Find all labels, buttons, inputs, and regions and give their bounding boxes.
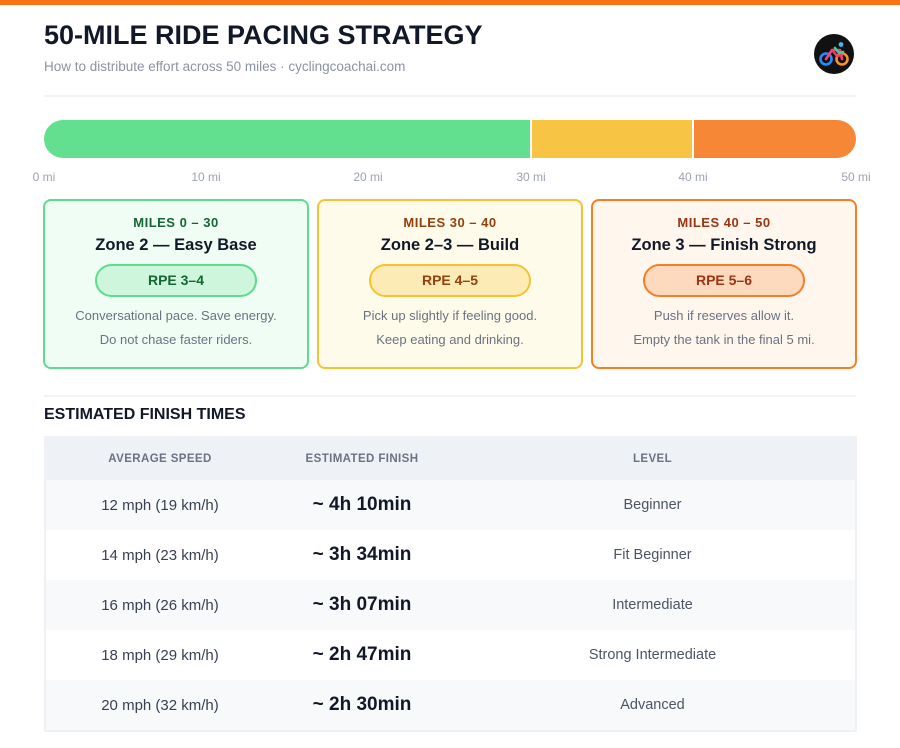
level-cell: Fit Beginner xyxy=(613,547,692,563)
speed-cell: 20 mph (32 km/h) xyxy=(101,696,219,714)
column-header-finish: ESTIMATED FINISH xyxy=(305,453,419,465)
finish-cell: ~ 4h 10min xyxy=(312,494,412,515)
table-row: 14 mph (23 km/h) ~ 3h 34min Fit Beginner xyxy=(46,530,855,580)
zone-note: Conversational pace. Save energy. xyxy=(75,308,277,323)
finish-cell: ~ 3h 07min xyxy=(312,594,412,615)
rpe-badge: RPE 5–6 xyxy=(643,264,805,297)
column-header-level: LEVEL xyxy=(632,453,673,465)
finish-cell: ~ 2h 30min xyxy=(312,694,412,715)
page-subtitle: How to distribute effort across 50 miles… xyxy=(44,59,406,74)
table-row: 20 mph (32 km/h) ~ 2h 30min Advanced xyxy=(46,680,855,730)
finish-cell: ~ 2h 47min xyxy=(312,644,412,665)
speed-cell: 14 mph (23 km/h) xyxy=(101,546,219,564)
zone-card-build: MILES 30 – 40 Zone 2–3 — Build RPE 4–5 P… xyxy=(317,199,583,369)
section-divider xyxy=(44,395,856,397)
finish-times-table: AVERAGE SPEED ESTIMATED FINISH LEVEL 12 … xyxy=(44,436,857,732)
segment-build xyxy=(530,120,692,158)
level-cell: Strong Intermediate xyxy=(588,647,717,663)
zone-note: Keep eating and drinking. xyxy=(376,332,524,347)
segment-finish-strong xyxy=(692,120,856,158)
zone-note: Pick up slightly if feeling good. xyxy=(362,308,538,323)
zone-card-easy-base: MILES 0 – 30 Zone 2 — Easy Base RPE 3–4 … xyxy=(43,199,309,369)
level-cell: Advanced xyxy=(620,697,685,713)
zone-card-finish-strong: MILES 40 – 50 Zone 3 — Finish Strong RPE… xyxy=(591,199,857,369)
level-cell: Intermediate xyxy=(612,597,693,613)
table-row: 18 mph (29 km/h) ~ 2h 47min Strong Inter… xyxy=(46,630,855,680)
rpe-badge: RPE 3–4 xyxy=(95,264,257,297)
zone-title: Zone 2–3 — Build xyxy=(380,236,520,254)
top-accent-bar xyxy=(0,0,900,5)
cyclist-icon xyxy=(814,34,854,74)
column-header-speed: AVERAGE SPEED xyxy=(108,453,212,465)
zone-range: MILES 0 – 30 xyxy=(133,215,219,230)
distance-bar xyxy=(44,120,856,158)
zone-title: Zone 2 — Easy Base xyxy=(95,236,257,254)
zone-note: Push if reserves allow it. xyxy=(653,308,795,323)
table-row: 16 mph (26 km/h) ~ 3h 07min Intermediate xyxy=(46,580,855,630)
zone-range: MILES 40 – 50 xyxy=(677,215,771,230)
tick-label: 50 mi xyxy=(841,170,871,184)
zone-title: Zone 3 — Finish Strong xyxy=(631,236,817,254)
finish-cell: ~ 3h 34min xyxy=(312,544,412,565)
finish-times-heading: ESTIMATED FINISH TIMES xyxy=(44,406,246,423)
tick-label: 20 mi xyxy=(353,170,383,184)
level-cell: Beginner xyxy=(623,497,682,513)
table-row: 12 mph (19 km/h) ~ 4h 10min Beginner xyxy=(46,480,855,530)
tick-label: 10 mi xyxy=(191,170,221,184)
zone-note: Empty the tank in the final 5 mi. xyxy=(633,332,815,347)
zone-note: Do not chase faster riders. xyxy=(99,332,253,347)
segment-easy-base xyxy=(44,120,530,158)
table-header: AVERAGE SPEED ESTIMATED FINISH LEVEL xyxy=(46,438,855,480)
tick-label: 40 mi xyxy=(678,170,708,184)
speed-cell: 16 mph (26 km/h) xyxy=(101,596,219,614)
rpe-badge: RPE 4–5 xyxy=(369,264,531,297)
tick-label: 30 mi xyxy=(516,170,546,184)
zone-range: MILES 30 – 40 xyxy=(403,215,497,230)
tick-label: 0 mi xyxy=(32,170,56,184)
page-title: 50-MILE RIDE PACING STRATEGY xyxy=(44,20,483,50)
speed-cell: 18 mph (29 km/h) xyxy=(101,646,219,664)
speed-cell: 12 mph (19 km/h) xyxy=(101,496,219,514)
header-divider xyxy=(44,95,856,97)
